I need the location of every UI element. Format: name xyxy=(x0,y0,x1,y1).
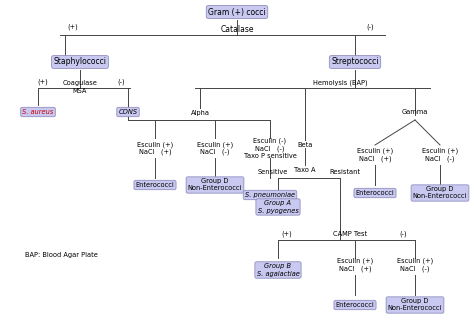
Text: Esculin (+)
NaCl   (+): Esculin (+) NaCl (+) xyxy=(137,141,173,155)
Text: Gamma: Gamma xyxy=(402,109,428,115)
Text: Gram (+) cocci: Gram (+) cocci xyxy=(208,7,266,17)
Text: Enterococci: Enterococci xyxy=(136,182,174,188)
Text: Enterococci: Enterococci xyxy=(336,302,374,308)
Text: (+): (+) xyxy=(68,24,78,30)
Text: (+): (+) xyxy=(282,231,292,237)
Text: Esculin (+)
NaCl   (+): Esculin (+) NaCl (+) xyxy=(357,148,393,162)
Text: Group D
Non-Enterococci: Group D Non-Enterococci xyxy=(413,186,467,200)
Text: Catalase: Catalase xyxy=(220,25,254,35)
Text: S. pneumoniae: S. pneumoniae xyxy=(245,192,295,198)
Text: Esculin (-)
NaCl   (-)
Taxo P sensitive: Esculin (-) NaCl (-) Taxo P sensitive xyxy=(244,138,296,158)
Text: Alpha: Alpha xyxy=(191,110,210,116)
Text: Resistant: Resistant xyxy=(329,169,361,175)
Text: (+): (+) xyxy=(37,79,48,85)
Text: Sensitive: Sensitive xyxy=(258,169,288,175)
Text: Coagulase: Coagulase xyxy=(63,80,98,86)
Text: BAP: Blood Agar Plate: BAP: Blood Agar Plate xyxy=(25,252,98,258)
Text: Esculin (+)
NaCl   (-): Esculin (+) NaCl (-) xyxy=(422,148,458,162)
Text: Staphylococci: Staphylococci xyxy=(54,57,107,67)
Text: Esculin (+)
NaCl   (-): Esculin (+) NaCl (-) xyxy=(197,141,233,155)
Text: (-): (-) xyxy=(117,79,125,85)
Text: Hemolysis (BAP): Hemolysis (BAP) xyxy=(313,80,367,86)
Text: S. aureus: S. aureus xyxy=(22,109,54,115)
Text: Beta: Beta xyxy=(297,142,313,148)
Text: Group D
Non-Enterococci: Group D Non-Enterococci xyxy=(388,299,442,312)
Text: Enterococci: Enterococci xyxy=(356,190,394,196)
Text: (-): (-) xyxy=(366,24,374,30)
Text: Esculin (+)
NaCl   (+): Esculin (+) NaCl (+) xyxy=(337,258,373,272)
Text: CONS: CONS xyxy=(118,109,137,115)
Text: Group D
Non-Enterococci: Group D Non-Enterococci xyxy=(188,179,242,191)
Text: Esculin (+)
NaCl   (-): Esculin (+) NaCl (-) xyxy=(397,258,433,272)
Text: MSA: MSA xyxy=(73,88,87,94)
Text: CAMP Test: CAMP Test xyxy=(333,231,367,237)
Text: Group A
S. pyogenes: Group A S. pyogenes xyxy=(257,200,299,214)
Text: Group B
S. agalactiae: Group B S. agalactiae xyxy=(256,263,300,276)
Text: (-): (-) xyxy=(399,231,407,237)
Text: Streptococci: Streptococci xyxy=(331,57,379,67)
Text: Taxo A: Taxo A xyxy=(294,167,316,173)
